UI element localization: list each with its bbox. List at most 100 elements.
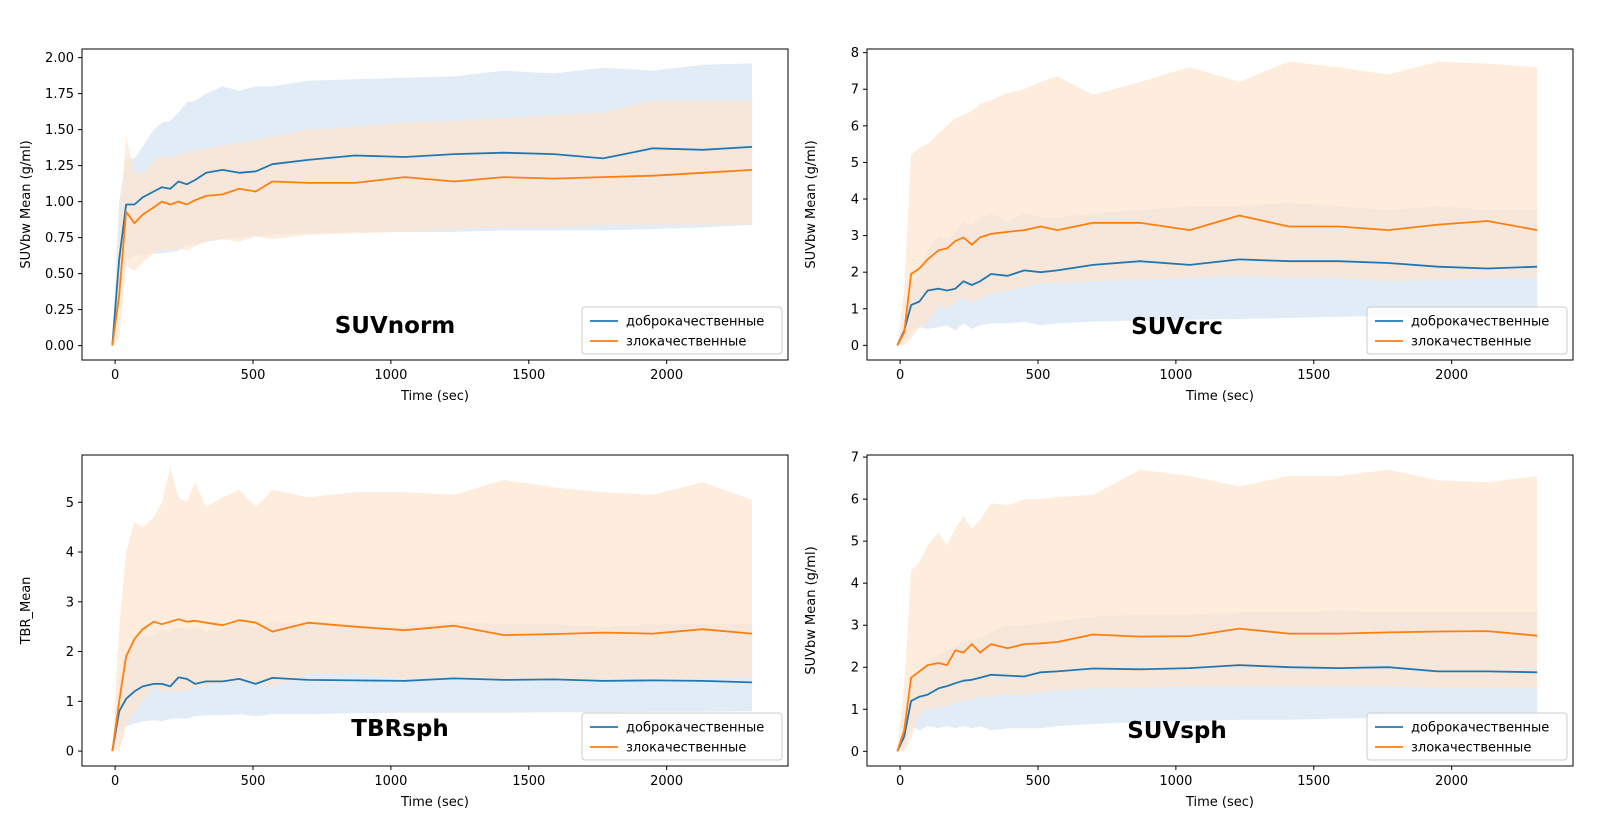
- y-tick-label: 2: [851, 266, 859, 281]
- y-tick-label: 7: [851, 83, 859, 98]
- x-tick-label: 1500: [512, 368, 545, 383]
- y-tick-label: 3: [66, 595, 74, 610]
- y-tick-label: 6: [851, 119, 859, 134]
- legend-box: [1366, 712, 1568, 761]
- x-axis-label: Time (sec): [400, 795, 469, 810]
- y-tick-label: 4: [851, 193, 859, 208]
- x-tick-label: 0: [896, 774, 904, 789]
- y-tick-label: 5: [66, 496, 74, 511]
- series-line-benign: [111, 146, 753, 346]
- legend-box: [581, 712, 783, 761]
- legend: доброкачественные злокачественные: [1366, 712, 1568, 761]
- y-tick-label: 1.75: [45, 87, 74, 102]
- chart-title: SUVcrc: [1131, 314, 1223, 340]
- y-axis-label: TBR_Mean: [19, 577, 34, 646]
- confidence-band-malignant: [897, 469, 1538, 752]
- y-tick-label: 0: [851, 745, 859, 760]
- plot-frame: [866, 48, 1574, 361]
- x-tick-label: 500: [241, 774, 266, 789]
- x-tick-label: 2000: [650, 774, 683, 789]
- y-tick-label: 0: [851, 339, 859, 354]
- x-tick-label: 1000: [374, 774, 407, 789]
- legend-label-benign: доброкачественные: [1411, 721, 1549, 736]
- chart-title: TBRsph: [351, 716, 448, 742]
- y-tick-label: 3: [851, 619, 859, 634]
- series-line-malignant: [896, 627, 1538, 752]
- y-axis-label: SUVbw Mean (g/ml): [804, 546, 819, 674]
- legend-label-malignant: злокачественные: [626, 335, 746, 350]
- x-tick-label: 1000: [1159, 774, 1192, 789]
- x-tick-label: 0: [896, 368, 904, 383]
- y-tick-label: 2.00: [45, 51, 74, 66]
- y-tick-label: 4: [66, 546, 74, 561]
- chart-panel-suvsph: 0 500 1000 1500 2000 0 1 2 3 4 5 6 7 Time (sec) SUVbw …: [804, 451, 1574, 810]
- x-axis-label: Time (sec): [1185, 795, 1254, 810]
- y-tick-label: 1: [851, 703, 859, 718]
- confidence-band-malignant: [897, 61, 1538, 346]
- x-tick-label: 500: [241, 368, 266, 383]
- legend-label-benign: доброкачественные: [1411, 315, 1549, 330]
- y-tick-label: 1: [851, 302, 859, 317]
- y-tick-label: 2: [66, 645, 74, 660]
- legend: доброкачественные злокачественные: [581, 712, 783, 761]
- y-tick-label: 0.25: [45, 303, 74, 318]
- legend: доброкачественные злокачественные: [1366, 306, 1568, 355]
- chart-panel-tbrsph: 0 500 1000 1500 2000 0 1 2 3 4 5 Time (sec) TBR_Mean…: [19, 454, 789, 810]
- y-tick-label: 3: [851, 229, 859, 244]
- x-axis-label: Time (sec): [400, 389, 469, 404]
- y-axis-label: SUVbw Mean (g/ml): [804, 140, 819, 268]
- x-tick-label: 1000: [374, 368, 407, 383]
- legend-box: [1366, 306, 1568, 355]
- y-tick-label: 1.25: [45, 159, 74, 174]
- x-tick-label: 500: [1026, 368, 1051, 383]
- x-tick-label: 1500: [1297, 774, 1330, 789]
- x-tick-label: 0: [111, 774, 119, 789]
- y-tick-label: 6: [851, 493, 859, 508]
- y-tick-label: 2: [851, 661, 859, 676]
- legend: доброкачественные злокачественные: [581, 306, 783, 355]
- y-tick-label: 5: [851, 156, 859, 171]
- plot-frame: [81, 454, 789, 767]
- y-tick-label: 5: [851, 535, 859, 550]
- legend-label-malignant: злокачественные: [626, 741, 746, 756]
- y-tick-label: 1.50: [45, 123, 74, 138]
- chart-panel-suvnorm: 0 500 1000 1500 2000 0.00 0.25 0.50 0.75 1.00 1.25…: [19, 48, 789, 404]
- chart-panel-suvcrc: 0 500 1000 1500 2000 0 1 2 3 4 5 6 7 8 Time (sec) SUVbw…: [804, 46, 1574, 404]
- legend-box: [581, 306, 783, 355]
- chart-title: SUVsph: [1127, 718, 1227, 744]
- y-tick-label: 0.75: [45, 231, 74, 246]
- series-line-malignant: [896, 214, 1538, 346]
- series-line-benign: [111, 676, 753, 752]
- legend-label-benign: доброкачественные: [626, 315, 764, 330]
- y-tick-label: 0: [66, 745, 74, 760]
- y-tick-label: 1.00: [45, 195, 74, 210]
- confidence-band-malignant: [112, 100, 753, 346]
- chart-title: SUVnorm: [335, 313, 456, 339]
- series-line-malignant: [111, 169, 753, 346]
- x-tick-label: 1000: [1159, 368, 1192, 383]
- y-tick-label: 7: [851, 451, 859, 466]
- y-axis-label: SUVbw Mean (g/ml): [19, 140, 34, 268]
- y-tick-label: 0.00: [45, 339, 74, 354]
- confidence-band-malignant: [112, 467, 753, 752]
- y-tick-label: 1: [66, 695, 74, 710]
- x-tick-label: 2000: [650, 368, 683, 383]
- x-tick-label: 1500: [1297, 368, 1330, 383]
- x-tick-label: 1500: [512, 774, 545, 789]
- x-tick-label: 2000: [1435, 774, 1468, 789]
- legend-label-malignant: злокачественные: [1411, 741, 1531, 756]
- x-tick-label: 0: [111, 368, 119, 383]
- legend-label-benign: доброкачественные: [626, 721, 764, 736]
- plot-frame: [81, 48, 789, 361]
- y-tick-label: 4: [851, 577, 859, 592]
- x-tick-label: 2000: [1435, 368, 1468, 383]
- plot-frame: [866, 454, 1574, 767]
- x-axis-label: Time (sec): [1185, 389, 1254, 404]
- legend-label-malignant: злокачественные: [1411, 335, 1531, 350]
- x-tick-label: 500: [1026, 774, 1051, 789]
- series-line-malignant: [111, 618, 753, 752]
- series-line-benign: [896, 664, 1538, 752]
- y-tick-label: 8: [851, 46, 859, 61]
- series-line-benign: [896, 258, 1538, 346]
